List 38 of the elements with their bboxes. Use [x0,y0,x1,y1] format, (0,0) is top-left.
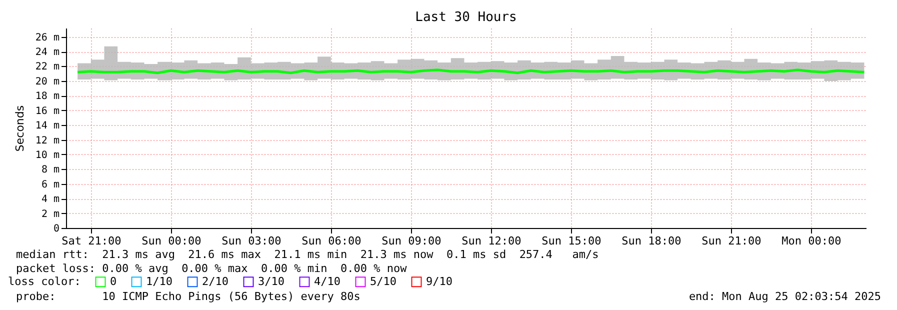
x-tick-label: Sun 18:00 [622,234,682,248]
legend-title: loss color: [8,275,81,288]
legend-label: 2/10 [202,274,228,288]
x-tick-label: Sun 00:00 [142,234,202,248]
y-tick-label: 8 m [41,164,60,176]
y-tick-label: 24 m [35,47,60,58]
x-tick-label: Sun 15:00 [542,234,602,248]
text: median rtt: 21.3 ms avg 21.6 ms max 21.1 ms min 21.3 ms now 0.1 ms sd 257.4 am/s [16,248,599,261]
text: probe: 10 ICMP Echo Pings (56 Bytes) every 80s [16,290,360,303]
legend-label: 5/10 [370,274,396,288]
x-tick-label: Sun 03:00 [222,234,282,248]
text: packet loss: 0.00 % avg 0.00 % max 0.00 % min 0.00 % now [16,262,407,275]
x-tick-label: Sun 12:00 [462,234,522,248]
legend-label: 3/10 [258,274,284,288]
y-tick-label: 10 m [35,150,60,161]
x-tick-label: Mon 00:00 [782,234,842,248]
x-tick-label: Sun 21:00 [702,234,762,248]
y-tick-label: 12 m [35,135,60,146]
legend-label: 0 [110,274,117,288]
y-axis-title: Seconds [13,105,26,152]
y-tick-label: 2 m [41,208,60,220]
legend-label: 9/10 [426,274,452,288]
legend-label: 1/10 [146,274,172,288]
y-tick-label: 14 m [35,120,60,132]
text: end: Mon Aug 25 02:03:54 2025 [688,290,881,303]
y-tick-label: 6 m [41,179,60,190]
x-tick-label: Sat 21:00 [62,234,122,248]
x-tick-label: Sun 06:00 [302,234,362,248]
chart-title: Last 30 Hours [415,10,517,25]
legend-label: 4/10 [314,274,340,288]
y-tick-label: 22 m [35,62,60,73]
y-tick-label: 18 m [35,91,60,102]
x-tick-label: Sun 09:00 [382,234,442,248]
y-tick-label: 20 m [35,76,60,88]
y-tick-label: 0 [53,224,60,234]
y-tick-label: 26 m [35,32,60,44]
y-tick-label: 16 m [35,106,60,117]
y-tick-label: 4 m [41,194,60,206]
